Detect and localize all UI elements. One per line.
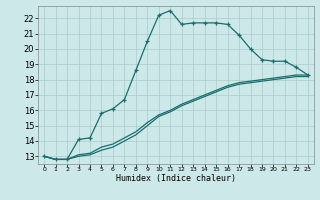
X-axis label: Humidex (Indice chaleur): Humidex (Indice chaleur)	[116, 174, 236, 183]
